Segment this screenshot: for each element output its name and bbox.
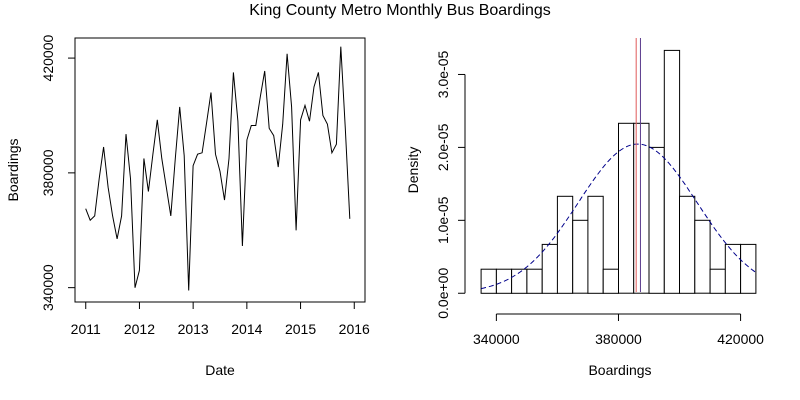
histogram-y-tick-label: 1.0e-05 [435, 196, 451, 244]
histogram-bar [694, 219, 711, 294]
line-chart-panel: 2011 2012 2013 2014 2015 2016 340000 380000 420… [5, 35, 370, 378]
histogram-bar [679, 195, 696, 294]
histogram-bar [648, 146, 665, 294]
histogram-reference-lines [635, 38, 641, 292]
histogram-bars [480, 49, 757, 294]
line-chart-x-tick-label: 2016 [339, 321, 370, 337]
histogram-bar [740, 243, 757, 294]
line-chart-x-label: Date [205, 362, 235, 378]
histogram-y-tick-label: 2.0e-05 [435, 123, 451, 171]
histogram-bar [663, 49, 681, 294]
histogram-panel: 340000 380000 420000 0.0e+00 1.0e-05 2.0e-05… [405, 38, 764, 378]
line-chart-x-tick-label: 2014 [231, 321, 262, 337]
normal-density-curve [480, 143, 757, 290]
line-chart-plot-box [74, 37, 366, 303]
histogram-bar [709, 268, 726, 294]
line-chart-x-tick-label: 2012 [124, 321, 155, 337]
histogram-bar [556, 195, 574, 294]
histogram-bar [587, 195, 604, 294]
line-chart-y-tick-label: 420000 [40, 35, 56, 82]
line-chart-x-axis: 2011 2012 2013 2014 2015 2016 [71, 302, 370, 337]
histogram-bar [602, 268, 620, 294]
histogram-x-axis: 340000 380000 420000 [473, 313, 764, 347]
histogram-bar [480, 268, 497, 294]
figure-title: King County Metro Monthly Bus Boardings [249, 2, 550, 19]
histogram-bar [724, 243, 742, 294]
histogram-x-label: Boardings [588, 362, 651, 378]
histogram-bar [526, 268, 543, 294]
line-chart-y-tick-label: 340000 [40, 264, 56, 311]
histogram-bar [618, 122, 635, 294]
line-chart-y-tick-label: 380000 [40, 149, 56, 196]
histogram-y-tick-label: 3.0e-05 [435, 51, 451, 99]
histogram-x-tick-label: 340000 [473, 331, 520, 347]
histogram-x-tick-label: 380000 [595, 331, 642, 347]
line-chart-y-axis: 340000 380000 420000 [40, 35, 75, 311]
histogram-y-axis: 0.0e+00 1.0e-05 2.0e-05 3.0e-05 [435, 51, 466, 319]
histogram-bar [541, 243, 559, 294]
line-chart-x-tick-label: 2013 [178, 321, 209, 337]
boardings-series-line [85, 46, 351, 291]
histogram-y-tick-label: 0.0e+00 [435, 268, 451, 319]
line-chart-x-tick-label: 2011 [71, 321, 101, 337]
histogram-y-label: Density [405, 147, 421, 194]
line-chart-x-tick-label: 2015 [285, 321, 316, 337]
histogram-bar [572, 219, 589, 294]
line-chart-y-label: Boardings [5, 138, 21, 201]
histogram-x-tick-label: 420000 [717, 331, 764, 347]
